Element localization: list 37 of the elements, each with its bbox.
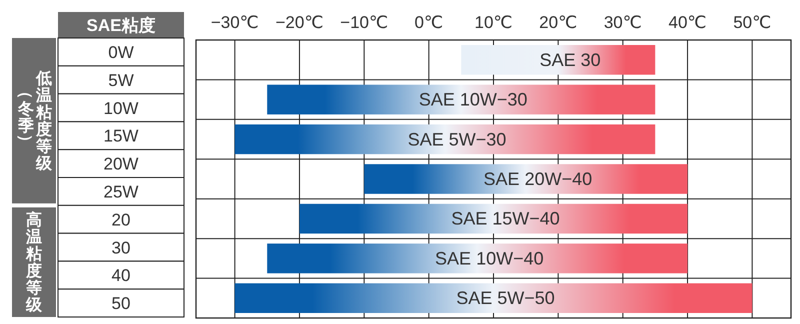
text: 0W [108, 42, 134, 62]
y-tick-label: SAE 10W−30 [418, 90, 528, 110]
text: SAE粘度 [86, 16, 156, 35]
x-tick-label: 40℃ [668, 13, 707, 32]
x-tick-label: −30℃ [210, 13, 259, 32]
x-tick-label: −10℃ [340, 13, 388, 32]
bar [299, 204, 688, 234]
text: 5W [108, 70, 134, 90]
x-tick-label: 20℃ [539, 13, 578, 32]
text: 15W [104, 126, 138, 146]
x-tick-label: 0℃ [414, 13, 444, 32]
text: 20W [104, 154, 138, 174]
x-tick-label: 10℃ [474, 13, 513, 32]
x-tick-label: 30℃ [604, 13, 642, 32]
y-tick-label: SAE 15W−40 [451, 208, 560, 229]
text: （冬季） [16, 83, 34, 150]
bar [267, 84, 656, 114]
text: 40 [112, 266, 130, 286]
text: 20 [112, 210, 130, 230]
bar [364, 164, 688, 194]
y-tick-label: SAE 5W−30 [408, 129, 506, 150]
x-tick-label: 50℃ [733, 13, 772, 32]
x-tick-label: −20℃ [276, 13, 324, 32]
bar [234, 283, 752, 313]
text: 低温粘度等级 [35, 70, 53, 173]
text: 50 [112, 294, 130, 314]
y-tick-label: SAE 10W−40 [435, 248, 544, 268]
bar [461, 45, 656, 75]
text: 30 [112, 238, 130, 258]
text: 高温粘度等级 [25, 210, 43, 314]
y-tick-label: SAE 30 [540, 50, 601, 70]
y-tick-label: SAE 5W−50 [456, 288, 555, 308]
bar [267, 244, 688, 274]
text: 25W [104, 182, 138, 202]
y-tick-label: SAE 20W−40 [484, 169, 592, 189]
text: 10W [104, 98, 138, 118]
bar [234, 124, 656, 154]
